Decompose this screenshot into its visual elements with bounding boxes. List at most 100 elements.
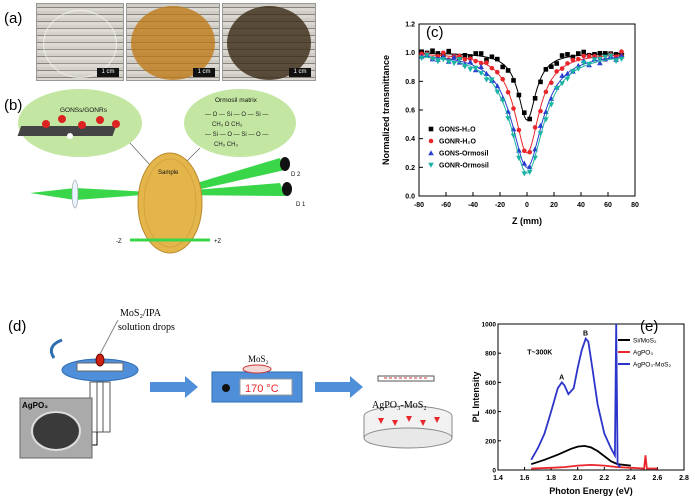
photo-gonr-film: 1 cm	[222, 3, 316, 81]
data-point	[500, 76, 505, 82]
data-point	[435, 51, 441, 56]
plot-frame	[418, 23, 636, 197]
data-point	[516, 155, 522, 161]
data-point	[505, 116, 511, 122]
scale-bar: 1 cm	[289, 68, 311, 77]
data-point	[511, 78, 516, 83]
temperature-annotation: T~300K	[527, 350, 552, 357]
data-point	[457, 53, 462, 59]
z-scan-chart: -80 -60 -40 -20 0 20 40 60 80 0.0 0.2 0.4 0.6 0.8 1.0 1…	[381, 22, 639, 227]
scale-bar: 1 cm	[193, 68, 215, 77]
data-point	[576, 51, 581, 56]
photo-gons-film: 1 cm	[126, 3, 220, 81]
data-point	[522, 148, 527, 154]
lens-label: Lens	[64, 167, 77, 173]
data-point	[527, 116, 532, 122]
x-tick-label: 20	[550, 202, 558, 209]
y-tick-label: 0.2	[405, 165, 415, 172]
data-point	[576, 56, 581, 62]
data-point	[521, 171, 528, 177]
data-point	[543, 67, 549, 72]
data-point	[435, 59, 441, 65]
y-axis-label: Normalized transmittance	[381, 55, 391, 165]
data-point	[462, 64, 468, 70]
data-point	[537, 122, 544, 128]
x-tick-label: 60	[604, 202, 612, 209]
data-point	[446, 48, 451, 54]
zscan-setup-diagram: — O — Si — O — Si — CH₃ O CH₃ — Si — O —…	[17, 89, 306, 254]
data-point	[483, 70, 490, 77]
data-point	[478, 51, 484, 56]
x-tick-label: -20	[495, 202, 505, 209]
data-point	[581, 53, 586, 59]
svg-text:— O — Si — O — Si —: — O — Si — O — Si —	[205, 112, 268, 118]
legend-label: Si/MoS₂	[633, 338, 657, 345]
x-tick-label: 40	[577, 202, 585, 209]
data-point	[522, 110, 527, 115]
y-tick-label: 0.0	[405, 194, 415, 201]
data-point	[489, 65, 495, 71]
plot-frame	[497, 323, 685, 471]
legend-label: GONS-Ormosil	[439, 151, 488, 158]
data-point	[554, 61, 559, 66]
x-axis-label: Z (mm)	[512, 216, 542, 226]
legend-label: GONR-H₂O	[439, 139, 476, 146]
minus-z-label: -Z	[116, 239, 122, 245]
ormosil-bubble	[184, 89, 296, 157]
y-tick-label: 1.2	[405, 22, 415, 29]
panel-e-label: (e)	[640, 318, 659, 335]
process-arrow-1	[150, 376, 198, 398]
data-point	[607, 53, 614, 59]
temperature-label: 170 °C	[245, 383, 279, 395]
y-tick-label: 800	[485, 351, 496, 358]
panel-b-label: (b)	[4, 97, 23, 114]
legend-marker	[428, 150, 434, 156]
data-point	[538, 108, 543, 114]
peak-a-label: A	[559, 374, 564, 381]
data-point	[462, 57, 468, 62]
data-point	[597, 50, 603, 56]
data-point	[472, 65, 479, 71]
photo-blank-film: 1 cm	[36, 3, 124, 81]
data-point	[559, 72, 565, 78]
data-point	[483, 77, 490, 83]
y-tick-label: 0.8	[405, 79, 415, 86]
scale-bar: 1 cm	[97, 68, 119, 77]
laser-label: Laser	[40, 182, 55, 188]
data-point	[586, 61, 592, 68]
data-point	[597, 60, 603, 66]
lens	[71, 179, 79, 209]
y-tick-label: 400	[485, 409, 496, 416]
data-point	[494, 83, 501, 89]
y-tick-label: 1.0	[405, 50, 415, 57]
data-point	[532, 125, 538, 130]
x-tick-label: 2.0	[573, 475, 583, 482]
data-point	[489, 77, 495, 83]
x-tick-label: -60	[441, 202, 451, 209]
data-point	[570, 57, 576, 63]
legend-label: GONR-Ormosil	[439, 163, 489, 170]
data-point	[495, 56, 500, 62]
data-point	[473, 51, 478, 56]
data-point	[575, 66, 582, 72]
data-point	[478, 60, 484, 66]
data-point	[499, 98, 506, 104]
legend-marker	[428, 126, 434, 132]
data-point	[543, 89, 549, 95]
panel-d-label: (d)	[8, 318, 27, 335]
solution-drops-label: solution drops	[118, 322, 175, 333]
data-point	[430, 48, 435, 54]
x-tick-label: 80	[631, 202, 639, 209]
process-arrow-2	[315, 376, 363, 398]
y-tick-label: 1000	[482, 322, 497, 329]
y-tick-label: 0.4	[405, 136, 415, 143]
series-line-2	[530, 323, 621, 468]
fabrication-process-diagram: MoS₂/IPA solution drops AgPO₃ MoS₂ 170 °…	[19, 308, 453, 459]
x-tick-label: -80	[414, 202, 424, 209]
data-point	[619, 49, 624, 54]
data-point	[543, 117, 549, 123]
graphene-oxide-molecule	[17, 115, 120, 139]
data-point	[511, 106, 516, 111]
agpo3-mos2-product	[363, 375, 453, 449]
data-point	[554, 69, 559, 74]
